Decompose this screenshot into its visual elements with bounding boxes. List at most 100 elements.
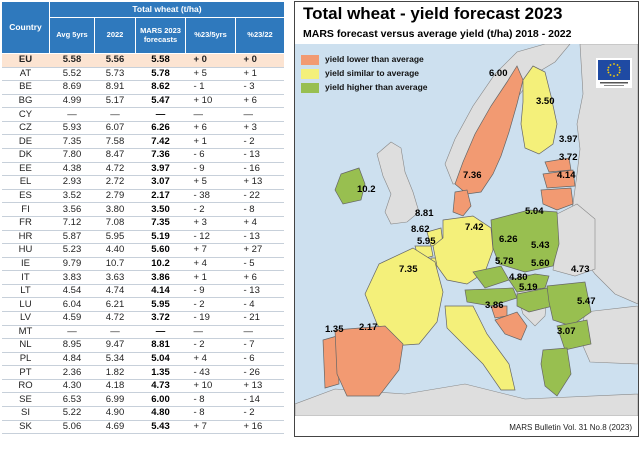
cell-avg-5yrs: 8.69 — [49, 80, 95, 95]
country-shape-es — [334, 325, 404, 397]
country-shape-se — [454, 65, 524, 195]
cell-pct-22: — — [235, 107, 284, 122]
cell-y2022: 9.47 — [94, 338, 136, 353]
cell-mars-2023: 2.17 — [135, 189, 186, 204]
cell-avg-5yrs: 8.95 — [49, 338, 95, 353]
cell-y2022: 5.56 — [94, 53, 136, 68]
header-pct-5yrs: %23/5yrs — [185, 17, 236, 54]
cell-y2022: 4.18 — [94, 379, 136, 394]
table-row: LU 6.04 6.21 5.95- 2- 4 — [1, 297, 284, 312]
cell-country: EE — [1, 162, 50, 177]
cell-country: LT — [1, 284, 50, 299]
map-value-labels: 6.00 3.50 3.97 3.72 4.14 7.36 10.2 8.81 8.625.95… — [325, 68, 596, 337]
cell-pct-5yrs: — — [185, 107, 236, 122]
cell-pct-5yrs: - 12 — [185, 230, 236, 245]
cell-mars-2023: 7.36 — [135, 148, 186, 163]
cell-mars-2023: — — [135, 107, 186, 122]
cell-y2022: 2.72 — [94, 175, 136, 190]
legend-item-lower: yield lower than average — [301, 54, 424, 65]
cell-country: FI — [1, 202, 50, 217]
legend-item-higher: yield higher than average — [301, 82, 428, 93]
table-row: EE 4.38 4.72 3.97- 9- 16 — [1, 162, 284, 177]
cell-pct-5yrs: — — [185, 325, 236, 340]
cell-country: IE — [1, 257, 50, 272]
cell-y2022: 10.7 — [94, 257, 136, 272]
cell-mars-2023: 4.73 — [135, 379, 186, 394]
cell-y2022: 5.34 — [94, 352, 136, 367]
cell-pct-5yrs: - 8 — [185, 406, 236, 421]
cell-y2022: 8.47 — [94, 148, 136, 163]
legend-label-lower: yield lower than average — [325, 54, 424, 64]
cell-pct-22: + 0 — [235, 53, 284, 68]
table-title: Total wheat (t/ha) — [49, 1, 284, 18]
cell-avg-5yrs: 5.87 — [49, 230, 95, 245]
country-shape-bg — [556, 319, 592, 351]
cell-y2022: 4.72 — [94, 311, 136, 326]
table-row: ES 3.52 2.79 2.17- 38- 22 — [1, 189, 284, 204]
table-row: CZ 5.93 6.07 6.26 + 6 + 3 — [1, 121, 284, 136]
cell-mars-2023: 5.58 — [135, 53, 186, 68]
cell-country: HR — [1, 230, 50, 245]
cell-pct-5yrs: - 2 — [185, 202, 236, 217]
cell-avg-5yrs: 4.30 — [49, 379, 95, 394]
cell-y2022: 4.40 — [94, 243, 136, 258]
cell-mars-2023: 3.07 — [135, 175, 186, 190]
cell-mars-2023: 3.97 — [135, 162, 186, 177]
cell-country: HU — [1, 243, 50, 258]
table-row: PT 2.36 1.82 1.35- 43- 26 — [1, 365, 284, 380]
cell-country: PT — [1, 365, 50, 380]
map-label-bg: 5.47 — [577, 296, 596, 307]
table-row: DE 7.35 7.58 7.42 + 1- 2 — [1, 134, 284, 150]
cell-country: DE — [1, 134, 50, 150]
cell-pct-5yrs: - 19 — [185, 311, 236, 326]
cell-avg-5yrs: 7.12 — [49, 216, 95, 231]
cell-mars-2023: 6.00 — [135, 392, 186, 408]
legend-swatch-lower — [301, 54, 319, 65]
map-label-fr: 7.35 — [399, 264, 418, 275]
cell-pct-5yrs: - 1 — [185, 80, 236, 95]
europe-yield-map: 6.00 3.50 3.97 3.72 4.14 7.36 10.2 8.81 8.625.95… — [295, 44, 638, 416]
table-row: CY — — — — — — [1, 107, 284, 122]
map-label-it: 3.86 — [485, 300, 504, 311]
country-shape-dk — [452, 189, 472, 217]
cell-country: EU — [1, 53, 50, 68]
table-row: RO 4.30 4.18 4.73 + 10 + 13 — [1, 379, 284, 394]
country-shape-pt — [322, 335, 340, 389]
cell-avg-5yrs: 5.52 — [49, 67, 95, 82]
cell-pct-22: - 13 — [235, 230, 284, 245]
cell-country: BE — [1, 80, 50, 95]
table-row: BE 8.69 8.91 8.62- 1- 3 — [1, 80, 284, 95]
country-shape-de — [432, 215, 494, 285]
cell-y2022: 6.21 — [94, 297, 136, 312]
cell-avg-5yrs: 4.38 — [49, 162, 95, 177]
cell-mars-2023: 3.50 — [135, 202, 186, 217]
country-shape-lv — [542, 169, 576, 189]
cell-y2022: 3.80 — [94, 202, 136, 217]
map-label-pl: 5.04 — [525, 206, 544, 217]
map-label-hr: 5.19 — [519, 282, 538, 293]
cell-avg-5yrs: — — [49, 107, 95, 122]
cell-pct-22: - 4 — [235, 297, 284, 312]
map-label-ro: 4.73 — [571, 264, 590, 275]
cell-country: SK — [1, 420, 50, 435]
map-label-nl: 8.81 — [415, 208, 434, 219]
cell-y2022: 4.90 — [94, 406, 136, 421]
cell-y2022: 3.63 — [94, 270, 136, 285]
cell-country: LU — [1, 297, 50, 312]
cell-pct-22: - 7 — [235, 338, 284, 353]
table-row: IT 3.83 3.63 3.86 + 1 + 6 — [1, 270, 284, 285]
cell-country: SE — [1, 392, 50, 408]
cell-pct-22: - 13 — [235, 284, 284, 299]
cell-pct-22: - 22 — [235, 189, 284, 204]
cell-avg-5yrs: 7.80 — [49, 148, 95, 163]
map-label-dk: 7.36 — [463, 170, 482, 181]
cell-country: RO — [1, 379, 50, 394]
table-row: IE 9.79 10.7 10.2 + 4- 5 — [1, 257, 284, 272]
table-row: SI 5.22 4.90 4.80- 8- 2 — [1, 406, 284, 421]
cell-pct-5yrs: + 5 — [185, 67, 236, 82]
cell-mars-2023: 5.47 — [135, 94, 186, 109]
cell-mars-2023: 7.42 — [135, 134, 186, 150]
country-shape-fr — [364, 247, 444, 347]
map-label-cz: 6.26 — [499, 234, 518, 245]
country-shape-pl — [490, 209, 560, 273]
